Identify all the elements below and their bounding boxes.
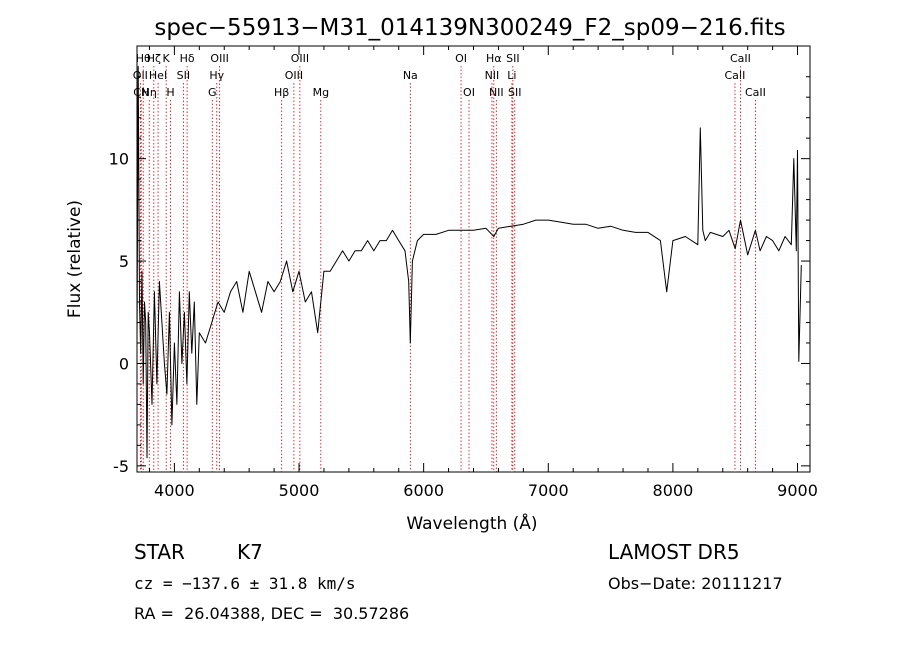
spectral-line-label: HeI [149,69,167,82]
spectral-line-label: H [166,86,174,99]
spectral-line-label: Li [507,69,516,82]
object-class: STAR [134,540,185,564]
spectral-line-label: OIII [285,69,303,82]
spectral-line-label: CN [133,86,149,99]
spectral-line-label: Hθ [136,52,151,65]
spectrum-series [136,66,802,459]
spectral-line-label: Hζ [147,52,161,65]
spectral-line-label: NII [485,69,500,82]
spectral-line-label: CaII [730,52,751,65]
spectral-line-label: CaII [745,86,766,99]
spectral-line-label: Hγ [209,69,224,82]
x-tick-label: 9000 [777,481,818,500]
spectral-line-label: NII [489,86,504,99]
spectral-line-label: OIII [291,52,309,65]
spectral-line-label: Mg [313,86,329,99]
spectral-line-label: SII [177,69,190,82]
x-tick-label: 6000 [403,481,444,500]
plot-frame [136,45,811,473]
spectral-line-label: OIII [210,52,228,65]
y-axis-label: Flux (relative) [65,200,85,318]
observation-date: Obs−Date: 20111217 [608,574,783,593]
spectral-line-label: SII [508,86,521,99]
spectral-line-label: Hδ [180,52,195,65]
spectral-line-label: G [208,86,217,99]
x-tick-label: 8000 [653,481,694,500]
spectral-line-label: Hβ [274,86,289,99]
sky-coordinates: RA = 26.04388, DEC = 30.57286 [134,604,410,623]
spectral-line-markers: OIICNHθHηHζHeIKHSIIHδGHγOIIIHβOIIIOIIIMg… [133,52,766,472]
spectral-line-label: Hα [486,52,502,65]
y-tick-label: -5 [113,457,129,476]
spectral-line-label: SII [506,52,519,65]
spectral-line-label: OII [133,69,148,82]
redshift-velocity: cz = −137.6 ± 31.8 km/s [134,574,356,593]
x-tick-label: 5000 [279,481,320,500]
x-tick-label: 4000 [154,481,195,500]
spectral-line-label: OI [455,52,467,65]
spectral-line-label: Na [403,69,418,82]
chart-title: spec−55913−M31_014139N300249_F2_sp09−216… [154,15,785,41]
x-axis-label: Wavelength (Å) [406,512,537,534]
spectral-line-label: OI [463,86,475,99]
spectrum-line [136,66,802,459]
y-tick-label: 5 [119,252,129,271]
y-tick-label: 0 [119,354,129,373]
x-tick-label: 7000 [528,481,569,500]
y-tick-label: 10 [109,150,129,169]
spectral-line-label: CaII [725,69,746,82]
spectral-line-label: K [163,52,171,65]
object-subclass: K7 [237,540,263,564]
axes: 4000 5000 6000 7000 8000 9000 -5 0 5 10 [109,46,818,500]
spectral-line-label: Hη [142,86,157,99]
survey-name: LAMOST DR5 [608,540,740,564]
